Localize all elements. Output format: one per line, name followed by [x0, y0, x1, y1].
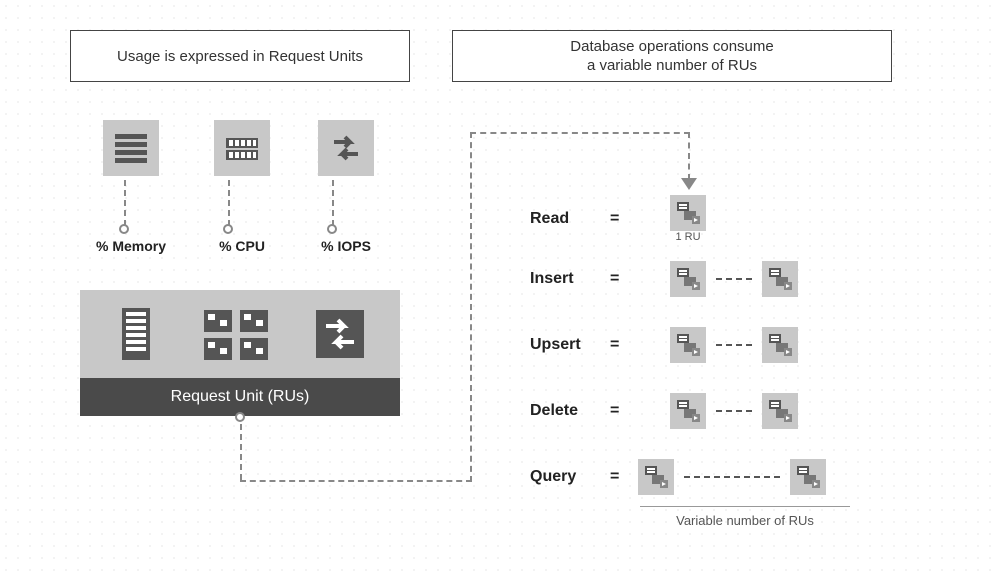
chip-dash-long [684, 476, 780, 478]
iops-label: % IOPS [321, 238, 371, 254]
resource-memory: % Memory [96, 120, 166, 254]
dash-seg-3 [470, 132, 472, 482]
cpu-icon [214, 120, 270, 176]
right-title-text: Database operations consume a variable n… [570, 37, 773, 76]
ru-chip-icon [762, 327, 798, 363]
op-label-insert: Insert [530, 270, 610, 288]
ru-footer-dot [235, 412, 245, 422]
op-eq: = [610, 210, 638, 228]
op-row-upsert: Upsert = [530, 327, 798, 363]
iops-icon [318, 120, 374, 176]
cpu-label: % CPU [219, 238, 265, 254]
ru-chip-icon [670, 393, 706, 429]
iops-connector [332, 180, 334, 226]
variable-caption: Variable number of RUs [640, 506, 850, 528]
ru-chip-icon [670, 195, 706, 231]
op-label-query: Query [530, 468, 610, 486]
op-row-query: Query = [530, 459, 826, 495]
resource-cpu: % CPU [214, 120, 270, 254]
memory-connector-dot [119, 224, 129, 234]
ru-chip-icon [638, 459, 674, 495]
iops-connector-dot [327, 224, 337, 234]
memory-icon [103, 120, 159, 176]
dash-seg-1 [240, 424, 242, 480]
ru-chip-icon [790, 459, 826, 495]
right-title-box: Database operations consume a variable n… [452, 30, 892, 82]
left-title-box: Usage is expressed in Request Units [70, 30, 410, 82]
ru-chip-icon [762, 393, 798, 429]
request-unit-box: Request Unit (RUs) [80, 290, 400, 416]
ru-iops-icon [312, 304, 368, 364]
ru-footer-label: Request Unit (RUs) [171, 388, 310, 405]
cpu-connector [228, 180, 230, 226]
chip-dash [716, 344, 752, 346]
op-row-read: Read = 1 RU [530, 195, 706, 243]
read-sub: 1 RU [675, 231, 700, 243]
op-row-insert: Insert = [530, 261, 798, 297]
left-title-text: Usage is expressed in Request Units [117, 48, 363, 65]
memory-connector [124, 180, 126, 226]
ru-cpu-icon [200, 304, 272, 364]
op-label-read: Read [530, 210, 610, 228]
ru-chip-icon [762, 261, 798, 297]
dash-seg-2 [240, 480, 472, 482]
dash-seg-2b [470, 132, 690, 134]
resource-iops: % IOPS [318, 120, 374, 254]
ru-body [80, 290, 400, 378]
memory-label: % Memory [96, 238, 166, 254]
chip-dash [716, 278, 752, 280]
op-label-upsert: Upsert [530, 336, 610, 354]
cpu-connector-dot [223, 224, 233, 234]
dash-arrowhead [681, 178, 697, 190]
ru-footer: Request Unit (RUs) [80, 378, 400, 416]
ru-chip-icon [670, 261, 706, 297]
ru-chip-icon [670, 327, 706, 363]
dash-seg-4 [688, 132, 690, 180]
chip-dash [716, 410, 752, 412]
op-label-delete: Delete [530, 402, 610, 420]
op-row-delete: Delete = [530, 393, 798, 429]
ru-memory-icon [112, 304, 160, 364]
